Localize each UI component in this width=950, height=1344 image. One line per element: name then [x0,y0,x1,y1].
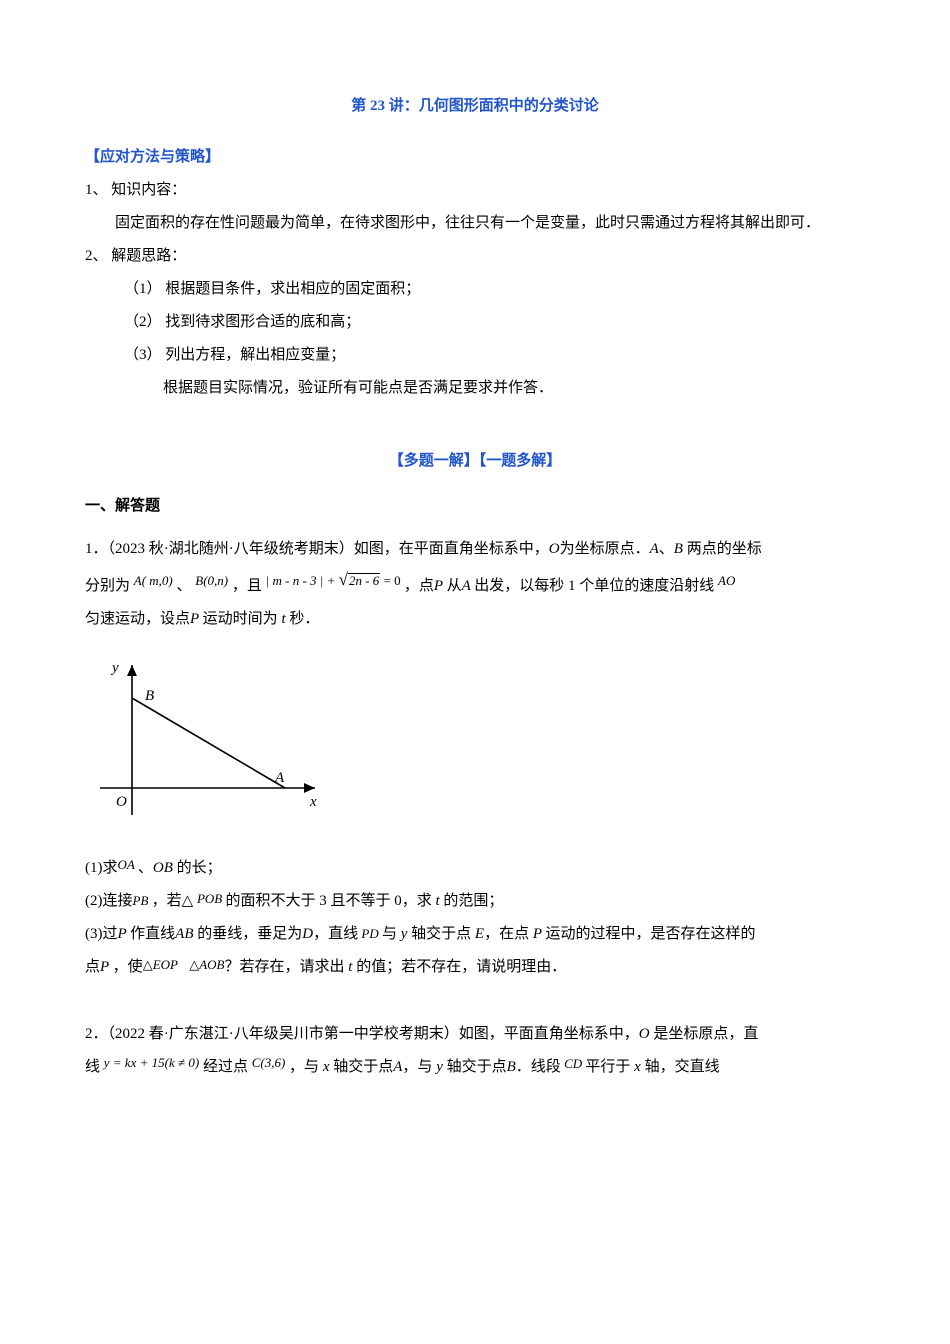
coordinate-figure: y B A x O [90,650,865,838]
q1-sub2: (2)连接PB ，若△ POB 的面积不大于 3 且不等于 0，求 t 的范围； [85,885,865,918]
step-4: 根据题目实际情况，验证所有可能点是否满足要求并作答． [85,372,865,405]
q1-sub3-line1: (3)过P 作直线AB 的垂线，垂足为D，直线 PD 与 y 轴交于点 E，在点… [85,918,865,951]
q1-line2: 分别为 A( m,0) 、 B(0,n) ，且 | m - n - 3 | + … [85,566,865,603]
step-3: （3） 列出方程，解出相应变量； [85,339,865,372]
part1-heading: 一、解答题 [85,490,865,523]
q2-line2: 线 y = kx + 15(k ≠ 0) 经过点 C(3,6) ，与 x 轴交于… [85,1051,865,1084]
knowledge-body: 固定面积的存在性问题最为简单，在待求图形中，往往只有一个是变量，此时只需通过方程… [85,207,865,240]
section-multi: 【多题一解】【一题多解】 [85,445,865,478]
svg-text:x: x [309,794,317,810]
q1-sub1: (1)求OA 、OB 的长； [85,852,865,885]
q1-line1: 1．（2023 秋·湖北随州·八年级统考期末）如图，在平面直角坐标系中，O为坐标… [85,533,865,566]
question-2: 2．（2022 春·广东湛江·八年级吴川市第一中学校考期末）如图，平面直角坐标系… [85,1018,865,1084]
q1-sub3-line2: 点P ，使△EOP △AOB？若存在，请求出 t 的值；若不存在，请说明理由． [85,951,865,984]
question-1: 1．（2023 秋·湖北随州·八年级统考期末）如图，在平面直角坐标系中，O为坐标… [85,533,865,984]
equation-constraint: | m - n - 3 | + √2n - 6 = 0 [266,573,404,588]
svg-text:A: A [274,770,285,786]
knowledge-label: 1、 知识内容： [85,174,865,207]
step-1: （1） 根据题目条件，求出相应的固定面积； [85,273,865,306]
point-A: A( m,0) [134,573,173,588]
section-methods: 【应对方法与策略】 [85,141,865,174]
approach-label: 2、 解题思路： [85,240,865,273]
point-B: B(0,n) [195,573,228,588]
svg-text:B: B [145,688,154,704]
line-equation: y = kx + 15(k ≠ 0) [104,1055,199,1070]
lecture-title: 第 23 讲：几何图形面积中的分类讨论 [85,90,865,123]
point-C: C(3,6) [252,1055,286,1070]
step-2: （2） 找到待求图形合适的底和高； [85,306,865,339]
svg-text:y: y [110,660,119,676]
q1-line3: 匀速运动，设点P 运动时间为 t 秒． [85,603,865,636]
q2-line1: 2．（2022 春·广东湛江·八年级吴川市第一中学校考期末）如图，平面直角坐标系… [85,1018,865,1051]
svg-text:O: O [116,794,127,810]
